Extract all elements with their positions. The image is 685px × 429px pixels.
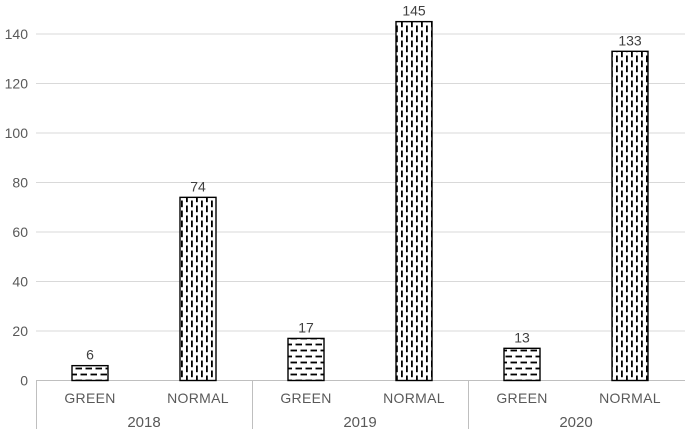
y-tick-label: 40 [12,274,28,290]
bar-green-2020 [503,347,541,382]
category-label: NORMAL [599,390,661,406]
bar-green-2019 [287,337,325,382]
bar-value-label: 17 [298,319,314,335]
category-label: NORMAL [167,390,229,406]
y-tick-label: 120 [5,76,29,92]
category-label: NORMAL [383,390,445,406]
y-tick-label: 100 [5,125,29,141]
bars [71,20,649,382]
gridlines [36,33,685,332]
bar-value-label: 13 [514,329,530,345]
bar-value-label: 74 [190,178,206,194]
bar-green-2018 [71,364,109,382]
labels: 0 20 40 60 80 100 120 140 6 GREEN 74 NORMAL 2018 17 GR… [5,3,661,429]
y-tick-label: 80 [12,175,28,191]
category-label: GREEN [64,390,115,406]
bar-value-label: 6 [86,347,94,363]
bar-normal-2018 [179,196,217,382]
axis-lines [36,380,685,429]
category-label: GREEN [280,390,331,406]
y-tick-label: 20 [12,323,28,339]
bar-value-label: 145 [402,3,426,19]
bar-normal-2020 [611,50,649,382]
bar-normal-2019 [395,20,433,382]
y-tick-label: 0 [20,373,28,389]
group-label: 2018 [127,414,160,429]
category-label: GREEN [496,390,547,406]
bar-value-label: 133 [618,32,642,48]
y-tick-label: 140 [5,26,29,42]
group-label: 2020 [559,414,592,429]
y-tick-label: 60 [12,224,28,240]
group-label: 2019 [343,414,376,429]
